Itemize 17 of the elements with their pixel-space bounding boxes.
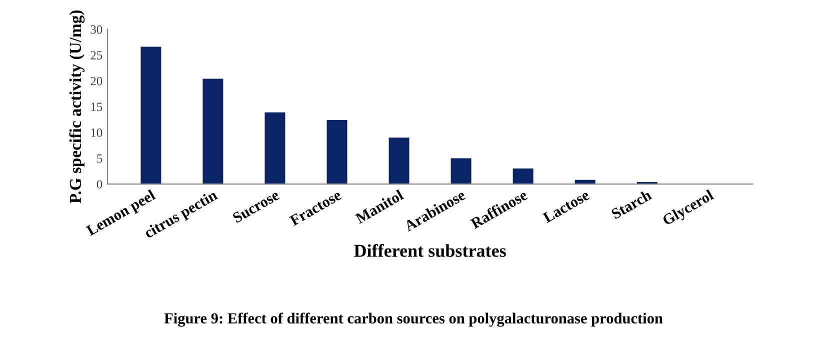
caption: Figure 9: Effect of different carbon sources on polygalacturonase production: [164, 312, 663, 327]
y-tick-label: 20: [90, 76, 102, 86]
y-axis-title: P.G specific activity (U/mg): [69, 10, 85, 204]
y-tick-label: 15: [91, 102, 102, 112]
bar: [388, 138, 410, 184]
bar: [326, 120, 348, 184]
bar: [202, 78, 224, 184]
bar: [264, 112, 286, 184]
y-tick-label: 10: [91, 128, 102, 137]
y-tick-label: 5: [97, 154, 102, 163]
bar: [512, 168, 534, 184]
y-tick-label: 25: [90, 51, 102, 60]
y-tick-label: 30: [90, 25, 102, 34]
x-axis-title: Different substrates: [354, 244, 506, 257]
y-tick-label: 0: [96, 180, 102, 188]
bar: [140, 46, 162, 184]
bar: [450, 158, 472, 184]
